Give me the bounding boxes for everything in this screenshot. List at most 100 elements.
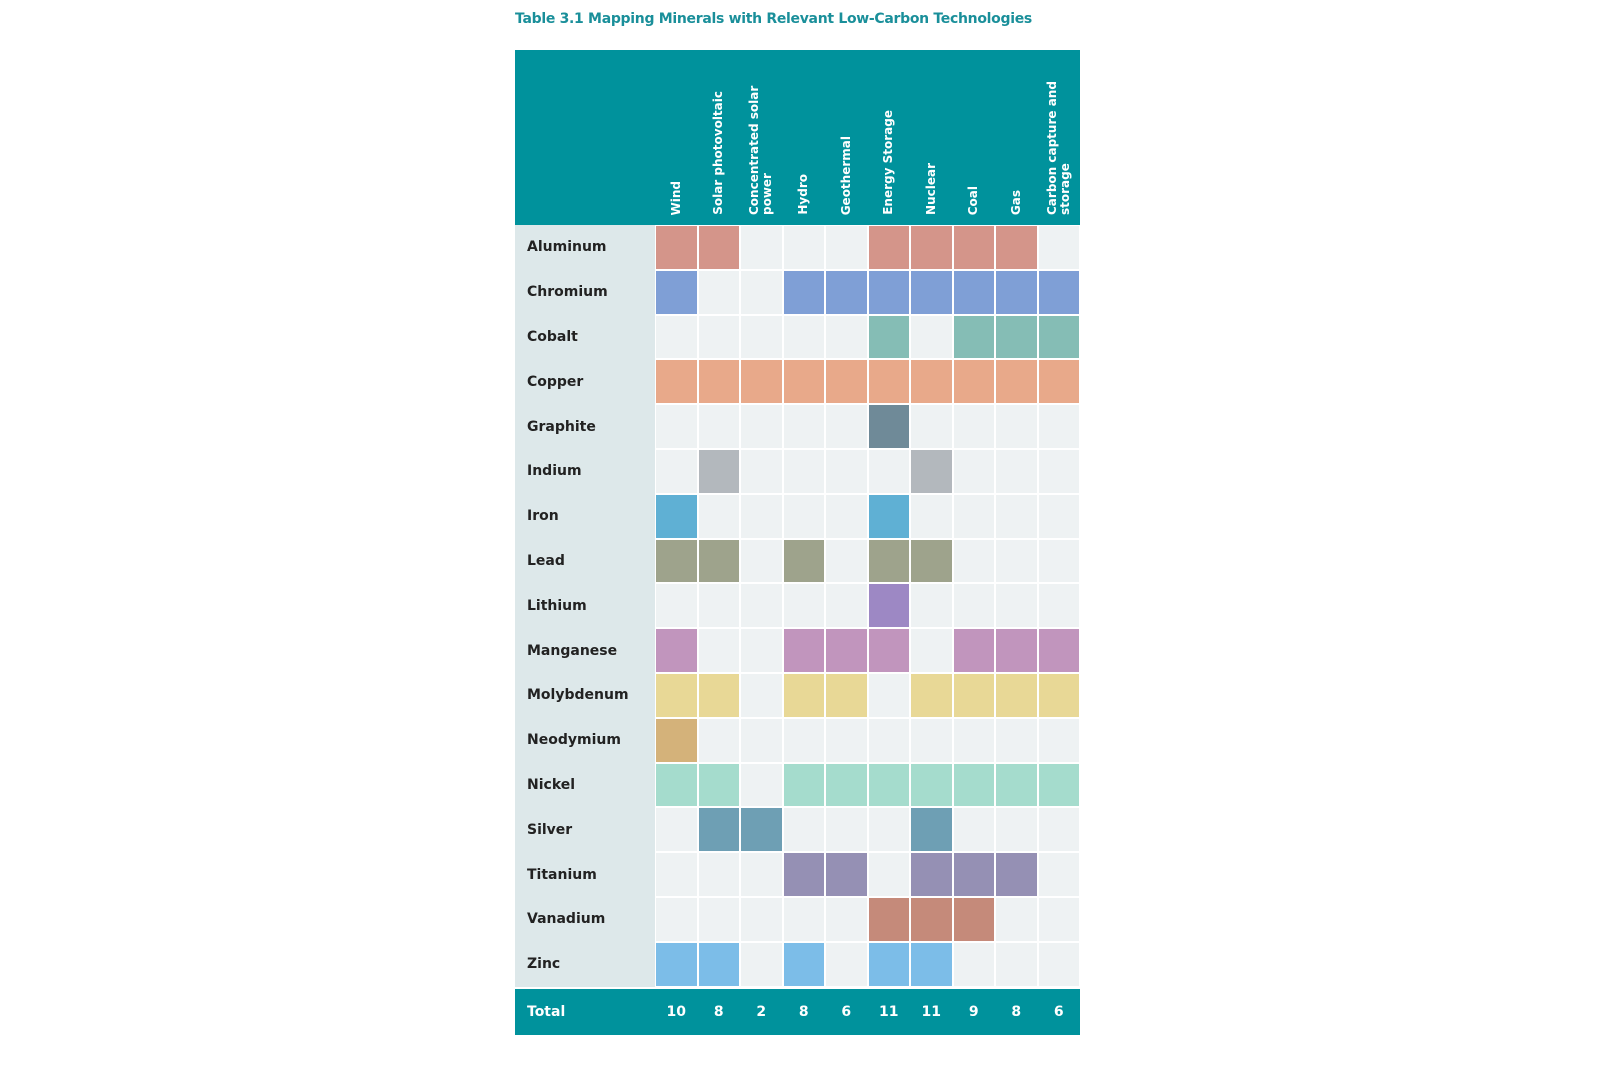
empty-cell xyxy=(825,493,868,539)
filled-cell xyxy=(740,359,783,405)
empty-cell xyxy=(782,583,825,629)
total-value: 6 xyxy=(841,1003,852,1020)
filled-cell xyxy=(867,314,910,360)
empty-cell xyxy=(782,897,825,942)
row-label: Molybdenum xyxy=(515,673,655,718)
empty-cell xyxy=(740,538,783,584)
filled-cell xyxy=(995,762,1038,808)
filled-cell xyxy=(910,807,953,853)
empty-cell xyxy=(825,404,868,449)
column-label: Wind xyxy=(668,180,683,215)
empty-cell xyxy=(697,314,740,360)
empty-cell xyxy=(995,538,1038,584)
empty-cell xyxy=(825,538,868,584)
filled-cell xyxy=(655,717,698,763)
empty-cell xyxy=(825,807,868,853)
filled-cell xyxy=(910,673,953,718)
row-label: Chromium xyxy=(515,269,655,315)
total-value: 11 xyxy=(879,1003,899,1020)
empty-cell xyxy=(697,269,740,315)
header-band xyxy=(515,50,1080,225)
empty-cell xyxy=(1037,897,1080,942)
filled-cell xyxy=(655,628,698,673)
row-label: Neodymium xyxy=(515,717,655,763)
filled-cell xyxy=(952,269,995,315)
empty-cell xyxy=(740,941,783,987)
empty-cell xyxy=(697,493,740,539)
column-label: Coal xyxy=(966,185,981,215)
row-label: Lead xyxy=(515,538,655,584)
filled-cell xyxy=(995,852,1038,897)
column-header: Energy Storage xyxy=(868,50,911,225)
empty-cell xyxy=(1037,807,1080,853)
filled-cell xyxy=(952,314,995,360)
total-value: 8 xyxy=(798,1003,809,1020)
total-value: 2 xyxy=(756,1003,767,1020)
filled-cell xyxy=(825,673,868,718)
empty-cell xyxy=(655,897,698,942)
column-label: Solar photovoltaic xyxy=(711,91,726,215)
filled-cell xyxy=(867,762,910,808)
filled-cell xyxy=(1037,269,1080,315)
empty-cell xyxy=(697,404,740,449)
filled-cell xyxy=(782,941,825,987)
empty-cell xyxy=(995,717,1038,763)
table-title: Table 3.1 Mapping Minerals with Relevant… xyxy=(515,11,1032,27)
filled-cell xyxy=(952,359,995,405)
empty-cell xyxy=(740,583,783,629)
column-label: Energy Storage xyxy=(881,110,896,215)
filled-cell xyxy=(995,673,1038,718)
column-label: Geothermal xyxy=(838,135,853,215)
empty-cell xyxy=(782,807,825,853)
column-header: Hydro xyxy=(783,50,826,225)
filled-cell xyxy=(655,493,698,539)
empty-cell xyxy=(740,897,783,942)
filled-cell xyxy=(867,493,910,539)
filled-cell xyxy=(1037,314,1080,360)
filled-cell xyxy=(910,762,953,808)
empty-cell xyxy=(825,897,868,942)
filled-cell xyxy=(867,583,910,629)
column-header: Concentrated solar power xyxy=(740,50,783,225)
filled-cell xyxy=(867,628,910,673)
empty-cell xyxy=(740,717,783,763)
filled-cell xyxy=(782,269,825,315)
empty-cell xyxy=(995,493,1038,539)
total-label: Total xyxy=(527,1003,566,1020)
empty-cell xyxy=(910,404,953,449)
filled-cell xyxy=(782,628,825,673)
empty-cell xyxy=(825,225,868,270)
filled-cell xyxy=(697,941,740,987)
empty-cell xyxy=(995,449,1038,494)
column-header: Coal xyxy=(953,50,996,225)
empty-cell xyxy=(697,897,740,942)
filled-cell xyxy=(1037,628,1080,673)
filled-cell xyxy=(655,225,698,270)
filled-cell xyxy=(910,449,953,494)
filled-cell xyxy=(910,269,953,315)
empty-cell xyxy=(740,673,783,718)
total-value: 10 xyxy=(666,1003,686,1020)
filled-cell xyxy=(910,852,953,897)
filled-cell xyxy=(952,673,995,718)
filled-cell xyxy=(867,404,910,449)
empty-cell xyxy=(740,628,783,673)
empty-cell xyxy=(782,493,825,539)
empty-cell xyxy=(1037,404,1080,449)
empty-cell xyxy=(995,583,1038,629)
column-label: Concentrated solar power xyxy=(747,85,775,215)
filled-cell xyxy=(952,762,995,808)
filled-cell xyxy=(995,314,1038,360)
empty-cell xyxy=(782,225,825,270)
filled-cell xyxy=(825,762,868,808)
empty-cell xyxy=(740,269,783,315)
filled-cell xyxy=(952,225,995,270)
empty-cell xyxy=(782,449,825,494)
column-header: Gas xyxy=(995,50,1038,225)
filled-cell xyxy=(782,538,825,584)
filled-cell xyxy=(825,628,868,673)
filled-cell xyxy=(952,852,995,897)
empty-cell xyxy=(867,807,910,853)
total-value: 8 xyxy=(713,1003,724,1020)
